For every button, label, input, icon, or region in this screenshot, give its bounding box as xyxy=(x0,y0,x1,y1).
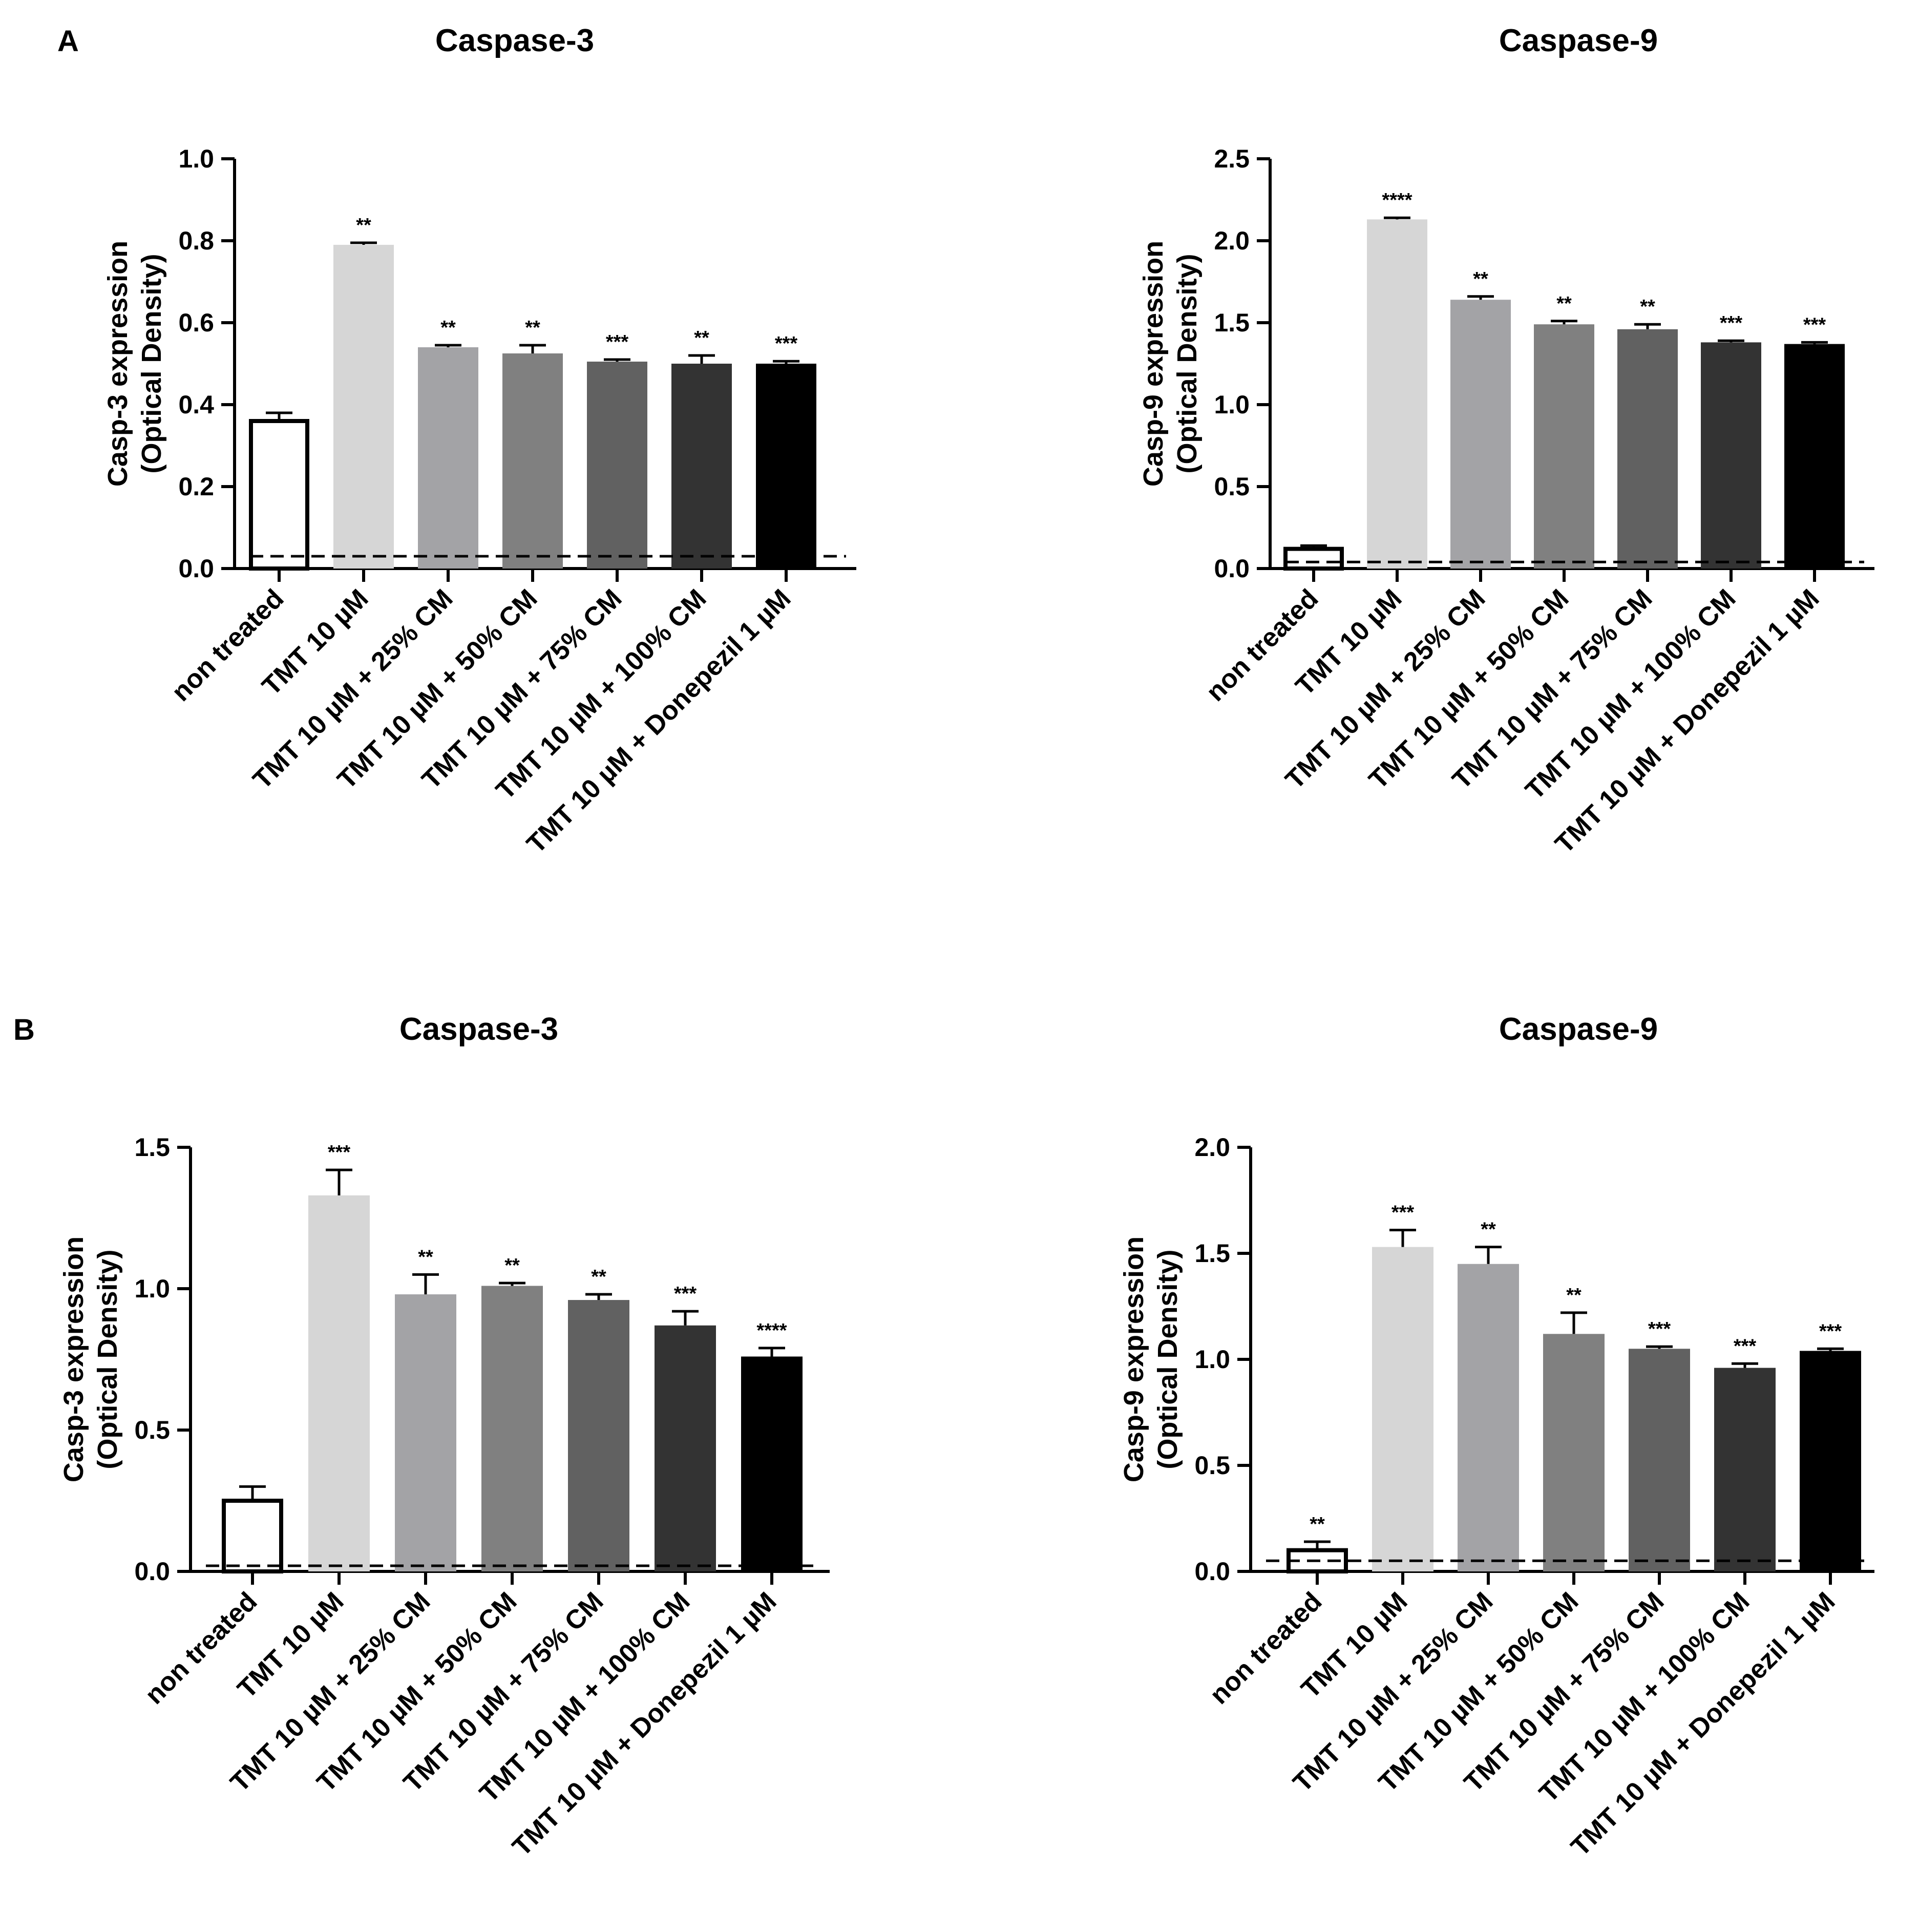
bar xyxy=(1629,1349,1690,1571)
chart-title: Caspase-9 xyxy=(1499,1012,1658,1047)
significance-label: ** xyxy=(1640,296,1655,318)
bar xyxy=(308,1195,370,1571)
bar xyxy=(587,362,647,569)
significance-label: *** xyxy=(1803,314,1826,335)
bar xyxy=(1800,1351,1861,1571)
bar xyxy=(655,1325,716,1571)
bar xyxy=(1283,547,1344,571)
y-tick-label: 0.6 xyxy=(178,308,214,337)
significance-label: ** xyxy=(504,1255,520,1276)
bar xyxy=(1543,1334,1605,1571)
y-tick-label: 1.0 xyxy=(1194,1345,1230,1374)
bar xyxy=(481,1286,543,1571)
bar xyxy=(1450,300,1511,569)
chart-title: Caspase-9 xyxy=(1499,23,1658,58)
significance-label: *** xyxy=(1648,1318,1671,1340)
bar xyxy=(502,353,563,569)
y-tick-label: 0.5 xyxy=(1194,1451,1230,1480)
bar xyxy=(568,1300,629,1571)
significance-label: ** xyxy=(1566,1285,1581,1306)
significance-label: *** xyxy=(328,1142,351,1163)
significance-label: *** xyxy=(775,333,798,354)
y-tick-label: 2.0 xyxy=(1214,226,1250,255)
y-axis-label-line: (Optical Density) xyxy=(1152,1249,1183,1469)
significance-label: ** xyxy=(1310,1514,1325,1535)
bar xyxy=(333,245,394,569)
bar xyxy=(395,1294,456,1571)
significance-label: ** xyxy=(694,327,709,349)
significance-label: ** xyxy=(1481,1219,1496,1241)
y-tick-label: 1.5 xyxy=(1214,308,1250,337)
y-axis-label: Casp-9 expression (Optical Density) xyxy=(1138,241,1203,487)
y-tick-label: 1.0 xyxy=(134,1274,170,1303)
chart-b-caspase-3: Caspase-3 Casp-3 expression (Optical Densi… xyxy=(58,1012,830,1862)
significance-label: ** xyxy=(525,317,540,339)
y-tick-label: 0.0 xyxy=(178,554,214,583)
y-tick-label: 0.5 xyxy=(1214,472,1250,501)
y-tick-label: 0.2 xyxy=(178,472,214,501)
y-tick-label: 0.0 xyxy=(134,1557,170,1586)
bar xyxy=(1701,342,1761,569)
chart-b-caspase-9: Caspase-9 Casp-9 expression (Optical Densi… xyxy=(1119,1012,1874,1862)
y-tick-label: 1.0 xyxy=(1214,390,1250,419)
bar xyxy=(741,1356,803,1571)
significance-label: *** xyxy=(674,1283,697,1305)
y-tick-label: 1.5 xyxy=(134,1133,170,1162)
y-tick-label: 0.0 xyxy=(1214,554,1250,583)
y-tick-label: 0.5 xyxy=(134,1416,170,1444)
significance-label: **** xyxy=(1382,190,1412,211)
chart-a-caspase-3: Caspase-3 Casp-3 expression (Optical Densi… xyxy=(102,23,856,859)
y-axis-label-line: Casp-9 expression xyxy=(1138,241,1169,487)
y-tick-label: 0.0 xyxy=(1194,1557,1230,1586)
bar xyxy=(1784,344,1845,569)
chart-title: Caspase-3 xyxy=(399,1012,558,1047)
y-axis-label: Casp-9 expression (Optical Density) xyxy=(1119,1236,1183,1482)
bar xyxy=(756,364,816,569)
significance-label: ** xyxy=(440,317,456,339)
y-axis-label-line: (Optical Density) xyxy=(1172,254,1203,473)
y-tick-label: 1.0 xyxy=(178,144,214,173)
y-axis-label-line: Casp-3 expression xyxy=(58,1236,89,1482)
panel-label-b: B xyxy=(13,1013,35,1046)
significance-label: ** xyxy=(1473,268,1488,290)
y-tick-label: 1.5 xyxy=(1194,1239,1230,1268)
bar xyxy=(1617,329,1678,569)
bar xyxy=(1458,1264,1519,1571)
bar xyxy=(1372,1247,1433,1571)
significance-label: *** xyxy=(606,331,629,353)
y-tick-label: 0.8 xyxy=(178,226,214,255)
y-axis-label-line: Casp-9 expression xyxy=(1119,1236,1149,1482)
significance-label: *** xyxy=(1734,1335,1757,1357)
significance-label: *** xyxy=(1819,1320,1842,1342)
significance-label: **** xyxy=(756,1320,787,1341)
y-axis-label-line: (Optical Density) xyxy=(92,1249,123,1469)
significance-label: *** xyxy=(1391,1202,1415,1223)
bar xyxy=(671,364,732,569)
significance-label: ** xyxy=(1556,293,1572,314)
bar xyxy=(249,419,309,571)
bar xyxy=(222,1499,283,1573)
y-axis-label-line: (Optical Density) xyxy=(136,254,167,473)
chart-a-caspase-9: Caspase-9 Casp-9 expression (Optical Densi… xyxy=(1138,23,1874,859)
chart-title: Caspase-3 xyxy=(435,23,594,58)
bar xyxy=(1714,1368,1776,1571)
significance-label: ** xyxy=(418,1246,433,1268)
bar xyxy=(1534,324,1594,569)
y-tick-label: 0.4 xyxy=(178,390,214,419)
y-tick-label: 2.5 xyxy=(1214,144,1250,173)
bar xyxy=(1367,219,1427,569)
y-tick-label: 2.0 xyxy=(1194,1133,1230,1162)
panel-label-a: A xyxy=(57,25,79,58)
y-axis-label: Casp-3 expression (Optical Density) xyxy=(58,1236,123,1482)
y-axis-label-line: Casp-3 expression xyxy=(102,241,133,487)
bar xyxy=(418,347,478,569)
y-axis-label: Casp-3 expression (Optical Density) xyxy=(102,241,167,487)
significance-label: ** xyxy=(356,215,371,236)
significance-label: ** xyxy=(591,1266,606,1288)
significance-label: *** xyxy=(1720,312,1743,334)
